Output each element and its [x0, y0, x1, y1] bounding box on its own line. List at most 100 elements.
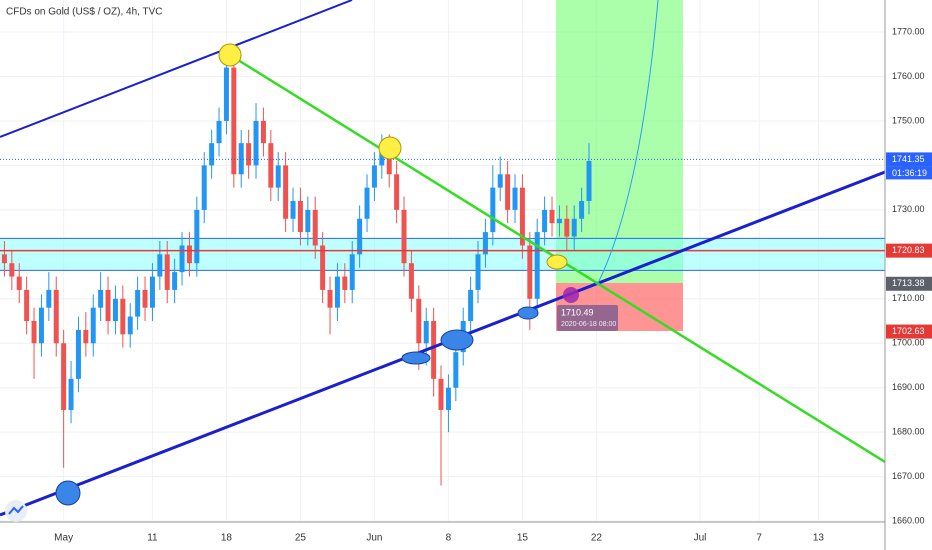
y-tick-label: 1690.00 [892, 382, 925, 392]
x-tick-label: 15 [517, 533, 529, 544]
candle-body [1, 254, 7, 264]
candle-body [342, 276, 348, 290]
candle-body [179, 245, 185, 273]
candle-body [172, 272, 178, 290]
candle-body [571, 218, 577, 237]
candle-body [157, 254, 163, 277]
price-label: 1713.38 [892, 278, 925, 288]
y-tick-label: 1660.00 [892, 515, 925, 525]
price-label: 1741.35 [892, 154, 925, 164]
candle-body [431, 321, 437, 379]
candle-body [549, 209, 555, 224]
candle-body [186, 245, 192, 264]
y-tick-label: 1680.00 [892, 427, 925, 437]
candle-body [246, 143, 252, 166]
y-tick-label: 1670.00 [892, 471, 925, 481]
countdown-box [886, 166, 932, 180]
candle-body [105, 289, 111, 322]
candles [0, 49, 885, 486]
candle-body [16, 276, 22, 290]
price-label: 1702.63 [892, 326, 925, 336]
candle-body [268, 143, 274, 188]
tooltip-price: 1710.49 [561, 307, 594, 317]
tooltip-time: 2020-06-18 08:00 [561, 321, 616, 328]
candle-body [209, 143, 215, 166]
candle-body [68, 378, 74, 410]
zone [0, 238, 885, 271]
candle-body [579, 200, 585, 219]
candle-body [24, 289, 30, 322]
price-label-box [886, 324, 932, 339]
candle-body [90, 307, 96, 344]
candle-body [475, 254, 481, 290]
touch-marker [517, 306, 539, 320]
candle-body [349, 254, 355, 290]
candle-body [527, 245, 533, 299]
candle-body [512, 187, 518, 210]
x-tick-label: 18 [221, 533, 233, 544]
candle-body [497, 174, 503, 188]
candle-body [31, 321, 37, 344]
tv-logo [5, 500, 27, 522]
touch-marker [401, 351, 431, 365]
candle-body [223, 67, 229, 121]
candle-body [305, 209, 311, 233]
candle-body [290, 200, 296, 219]
candle-body [468, 289, 474, 322]
y-tick-label: 1750.00 [892, 115, 925, 125]
candle-body [231, 67, 237, 175]
x-tick-label: May [54, 533, 73, 544]
candle-body [127, 316, 133, 335]
pivot-marker [546, 254, 568, 270]
price-label-box [886, 152, 932, 167]
candle-body [401, 209, 407, 264]
candle-body [364, 187, 370, 219]
candle-body [201, 165, 207, 210]
candle-body [149, 276, 155, 308]
profit-box [556, 0, 683, 283]
pivot-marker [378, 136, 402, 160]
candle-body [75, 329, 81, 379]
entry-marker [563, 287, 579, 303]
candle-body [408, 263, 414, 299]
axes: 1660.00 1670.00 1680.00 1690.00 1700.00 1710.… [54, 26, 932, 544]
candle-body [542, 209, 548, 233]
candle-body [394, 174, 400, 210]
candle-body [275, 165, 281, 188]
candle-body [334, 276, 340, 308]
candle-body [38, 307, 44, 344]
drawings: 1710.49 2020-06-18 08:00 [0, 0, 885, 517]
pivot-marker [218, 43, 242, 67]
candle-body [379, 147, 385, 166]
candle-body [164, 254, 170, 290]
candle-body [386, 147, 392, 175]
x-tick-label: 7 [756, 533, 762, 544]
candle-body [519, 187, 525, 246]
candle-body [283, 165, 289, 219]
candle-body [438, 378, 444, 410]
candle-body [586, 160, 592, 201]
candle-body [453, 352, 459, 388]
candle-body [238, 143, 244, 175]
candle-body [357, 218, 363, 255]
candle-body [216, 120, 222, 144]
x-tick-label: 22 [591, 533, 603, 544]
candle-body [98, 289, 104, 308]
y-tick-label: 1700.00 [892, 338, 925, 348]
price-label-box [886, 243, 932, 258]
candle-body [253, 120, 259, 166]
x-tick-label: Jun [366, 533, 382, 544]
candle-body [505, 174, 511, 210]
candle-body [556, 218, 562, 224]
candle-body [564, 218, 570, 237]
y-tick-label: 1760.00 [892, 71, 925, 81]
candle-body [9, 263, 15, 277]
touch-marker [55, 480, 81, 506]
price-label-box [886, 276, 932, 291]
candle-body [260, 120, 266, 144]
chart-title: CFDs on Gold (US$ / OZ), 4h, TVC [6, 7, 163, 18]
y-tick-label: 1730.00 [892, 204, 925, 214]
price-axis [885, 0, 932, 550]
